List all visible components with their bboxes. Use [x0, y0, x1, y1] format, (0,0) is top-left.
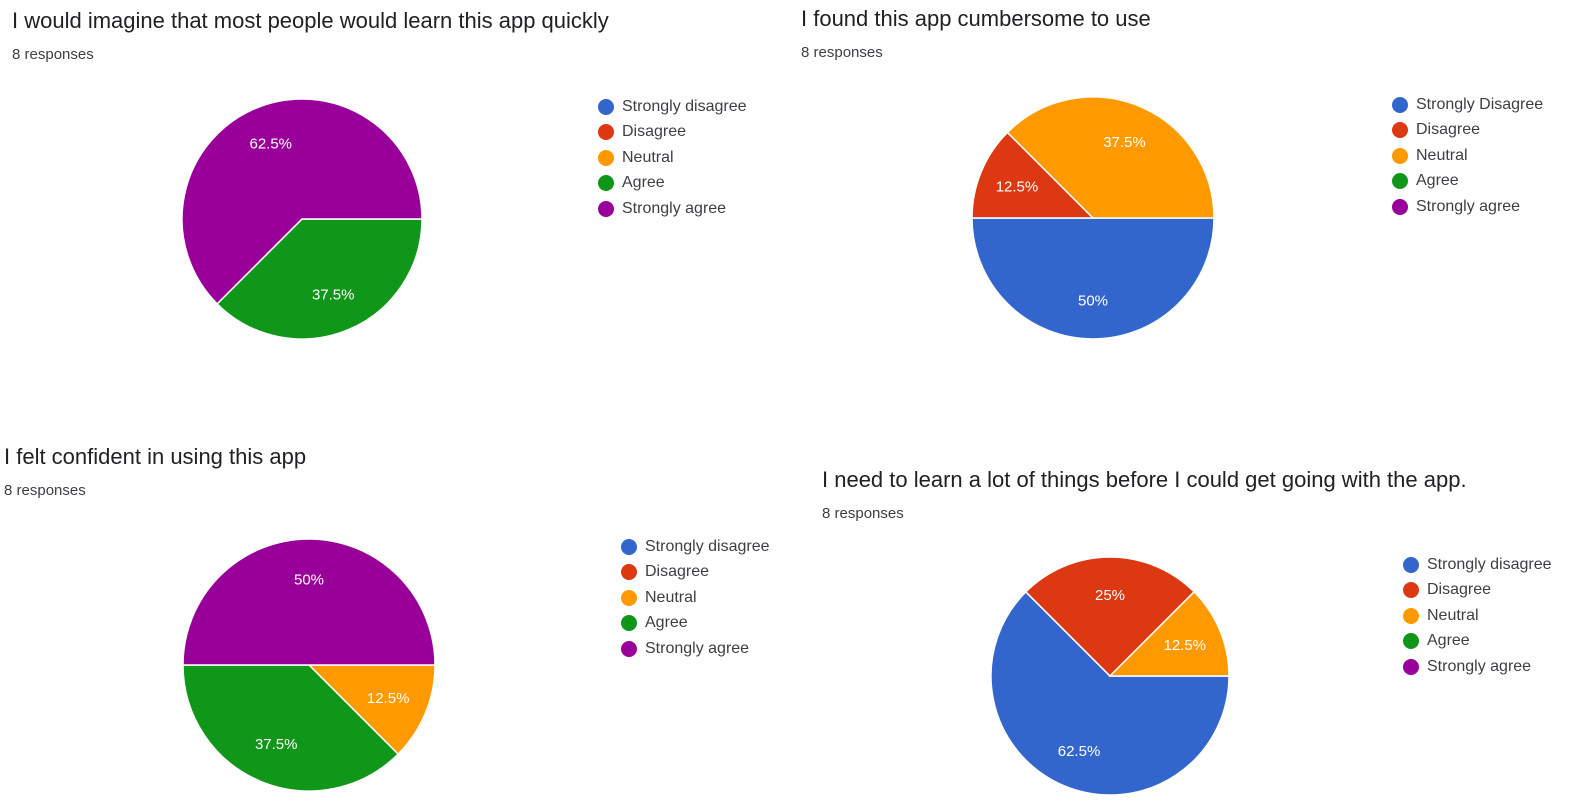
legend-swatch [598, 98, 614, 115]
response-count: 8 responses [4, 482, 86, 499]
legend-label: Agree [1416, 172, 1459, 190]
legend-label: Strongly disagree [645, 537, 770, 555]
legend-label: Neutral [645, 588, 697, 606]
legend-swatch [598, 149, 614, 166]
response-count: 8 responses [801, 44, 883, 61]
legend-item: Neutral [1392, 143, 1543, 169]
legend-swatch [1403, 556, 1419, 573]
legend-item: Disagree [1392, 118, 1543, 144]
legend-label: Strongly Disagree [1416, 95, 1544, 113]
slice-label: 50% [294, 571, 324, 588]
legend-swatch [1392, 122, 1408, 139]
legend-item: Strongly disagree [598, 94, 747, 120]
pie-slice [990, 590, 1230, 796]
pie-slice [1006, 96, 1215, 219]
slice-label: 37.5% [1103, 134, 1146, 151]
legend-label: Agree [645, 614, 688, 632]
legend-swatch [1403, 582, 1419, 599]
legend-label: Agree [1427, 632, 1470, 650]
legend-need-to-learn: Strongly disagree Disagree Neutral Agree Str… [1403, 552, 1552, 680]
pie-slice [182, 538, 436, 666]
pie-slice [971, 131, 1095, 219]
legend-item: Strongly agree [1392, 194, 1543, 220]
legend-label: Disagree [1427, 581, 1492, 599]
slice-label: 12.5% [1163, 637, 1206, 654]
legend-label: Strongly agree [1427, 657, 1532, 675]
response-count: 8 responses [822, 505, 904, 522]
legend-swatch [1392, 198, 1408, 215]
chart-title: I felt confident in using this app [4, 444, 307, 469]
legend-swatch [1392, 96, 1408, 113]
response-count: 8 responses [12, 46, 94, 63]
pie-slice [971, 217, 1215, 340]
pie-slice [182, 664, 400, 792]
slice-label: 50% [1078, 292, 1108, 309]
legend-item: Strongly disagree [1403, 552, 1552, 578]
legend-item: Agree [1403, 629, 1552, 655]
slice-label: 37.5% [312, 286, 355, 303]
legend-item: Agree [598, 171, 747, 197]
legend-label: Strongly disagree [622, 97, 747, 115]
legend-swatch [621, 538, 637, 555]
legend-label: Disagree [645, 563, 710, 581]
legend-item: Disagree [598, 120, 747, 146]
pie-slice [216, 218, 423, 340]
legend-label: Neutral [1416, 146, 1468, 164]
slice-label: 37.5% [255, 736, 298, 753]
legend-cumbersome: Strongly Disagree Disagree Neutral Agree Str… [1392, 92, 1543, 220]
slice-label: 62.5% [1058, 743, 1101, 760]
legend-item: Neutral [598, 145, 747, 171]
legend-item: Disagree [621, 560, 770, 586]
chart-title: I found this app cumbersome to use [801, 6, 1151, 31]
legend-item: Strongly agree [621, 636, 770, 662]
legend-label: Neutral [622, 148, 674, 166]
legend-label: Strongly agree [1416, 197, 1521, 215]
legend-item: Strongly Disagree [1392, 92, 1543, 118]
chart-title: I need to learn a lot of things before I… [822, 467, 1467, 492]
legend-item: Neutral [621, 585, 770, 611]
legend-label: Neutral [1427, 606, 1479, 624]
legend-swatch [598, 175, 614, 192]
slice-label: 12.5% [367, 690, 410, 707]
legend-label: Strongly agree [622, 199, 727, 217]
pie-slice [1024, 556, 1196, 678]
legend-item: Strongly disagree [621, 534, 770, 560]
slice-label: 25% [1095, 587, 1125, 604]
legend-swatch [598, 200, 614, 217]
legend-item: Agree [1392, 169, 1543, 195]
slice-label: 62.5% [249, 136, 292, 153]
legend-swatch [1392, 147, 1408, 164]
legend-swatch [621, 564, 637, 581]
legend-swatch [1403, 607, 1419, 624]
legend-label: Agree [622, 174, 665, 192]
slice-label: 12.5% [996, 179, 1039, 196]
legend-learn-quickly: Strongly disagree Disagree Neutral Agree Str… [598, 94, 747, 222]
legend-label: Strongly agree [645, 639, 750, 657]
legend-item: Strongly agree [598, 196, 747, 222]
legend-item: Strongly agree [1403, 654, 1552, 680]
legend-label: Disagree [1416, 121, 1481, 139]
legend-item: Neutral [1403, 603, 1552, 629]
legend-confident: Strongly disagree Disagree Neutral Agree Str… [621, 534, 770, 662]
pie-slice [181, 98, 423, 305]
legend-swatch [621, 615, 637, 632]
legend-swatch [621, 640, 637, 657]
legend-swatch [1392, 173, 1408, 190]
pie-slice [1108, 590, 1230, 677]
legend-item: Disagree [1403, 578, 1552, 604]
legend-label: Disagree [622, 123, 687, 141]
legend-swatch [1403, 658, 1419, 675]
legend-label: Strongly disagree [1427, 555, 1552, 573]
legend-swatch [598, 124, 614, 141]
chart-title: I would imagine that most people would l… [12, 8, 609, 33]
pie-slice [307, 664, 436, 756]
legend-swatch [1403, 633, 1419, 650]
legend-swatch [621, 589, 637, 606]
legend-item: Agree [621, 611, 770, 637]
